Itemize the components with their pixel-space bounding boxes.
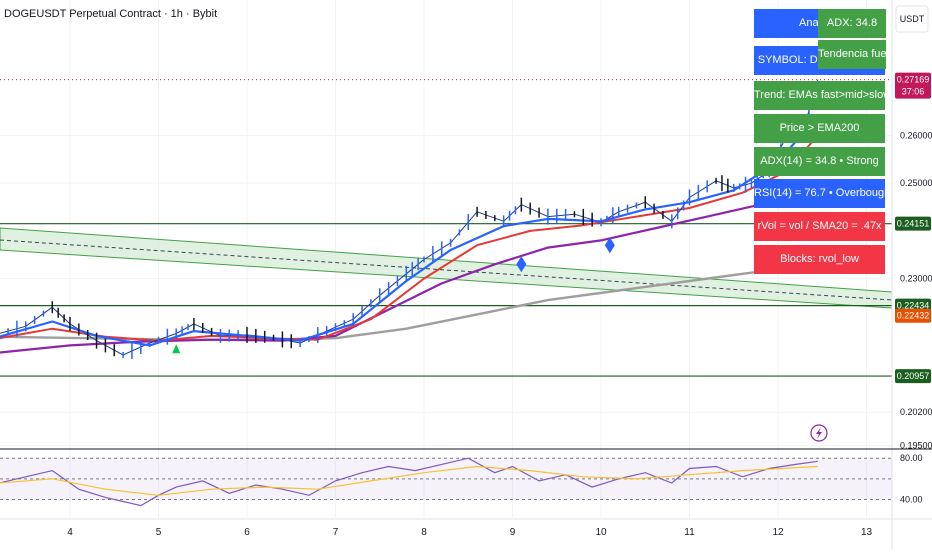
price-label: 0.27169 [897,75,930,85]
signal-diamond [516,256,527,273]
lightning-icon[interactable] [810,424,828,442]
table-price: Price > EMA200 [754,114,885,143]
time-tick-label: 11 [684,527,695,538]
series-ema_mid [0,134,819,342]
price-tick-label: 0.25000 [900,178,932,188]
price-tick-label: 0.19500 [900,441,932,451]
time-tick-label: 13 [861,527,873,538]
adx-box-value: ADX: 34.8 [818,9,886,38]
time-tick-label: 12 [772,527,784,538]
price-label-box [895,369,931,384]
chart-title: DOGEUSDT Perpetual Contract · 1h · Bybit [4,8,218,20]
price-label: 0.22434 [897,301,930,311]
time-tick-label: 8 [421,527,427,538]
table-trend: Trend: EMAs fast>mid>slow (BUY) [754,81,885,110]
price-tick-label: 0.23000 [900,274,932,284]
buy-signal-triangle [172,344,181,354]
series-ema_fast [0,115,819,347]
price-tick-label: 0.20200 [900,407,932,417]
price-label-box [895,72,931,99]
table-rsi: RSI(14) = 76.7 • Overbought [754,179,885,208]
time-tick-label: 9 [510,527,516,538]
currency-button[interactable] [895,5,929,33]
signal-diamond [604,237,615,254]
time-tick-label: 7 [333,527,339,538]
rsi-tick-label: 80.00 [900,453,923,463]
price-tick-label: 0.26000 [900,130,932,140]
price-label: 0.24151 [897,219,930,229]
channel-midline [0,239,893,301]
table-adx: ADX(14) = 34.8 • Strong [754,147,885,176]
table-rvol: rVol = vol / SMA20 = .47x [754,212,885,241]
table-blocks: Blocks: rvol_low [754,245,885,274]
currency-label: USDT [900,14,925,24]
price-label-box [895,216,931,231]
time-tick-label: 6 [244,527,250,538]
time-tick-label: 5 [156,527,162,538]
price-label-box [895,308,931,323]
rsi-tick-label: 40.00 [900,494,923,504]
series-close [0,79,819,356]
time-tick-label: 4 [67,527,73,538]
time-tick-label: 10 [595,527,607,538]
countdown-label: 37:06 [902,87,925,97]
price-label: 0.22432 [897,311,930,321]
price-label: 0.20957 [897,371,930,381]
lightning-icon-bolt [816,427,822,439]
series-rsi_ma [0,465,818,496]
adx-box-status: Tendencia fuerte [818,40,886,69]
